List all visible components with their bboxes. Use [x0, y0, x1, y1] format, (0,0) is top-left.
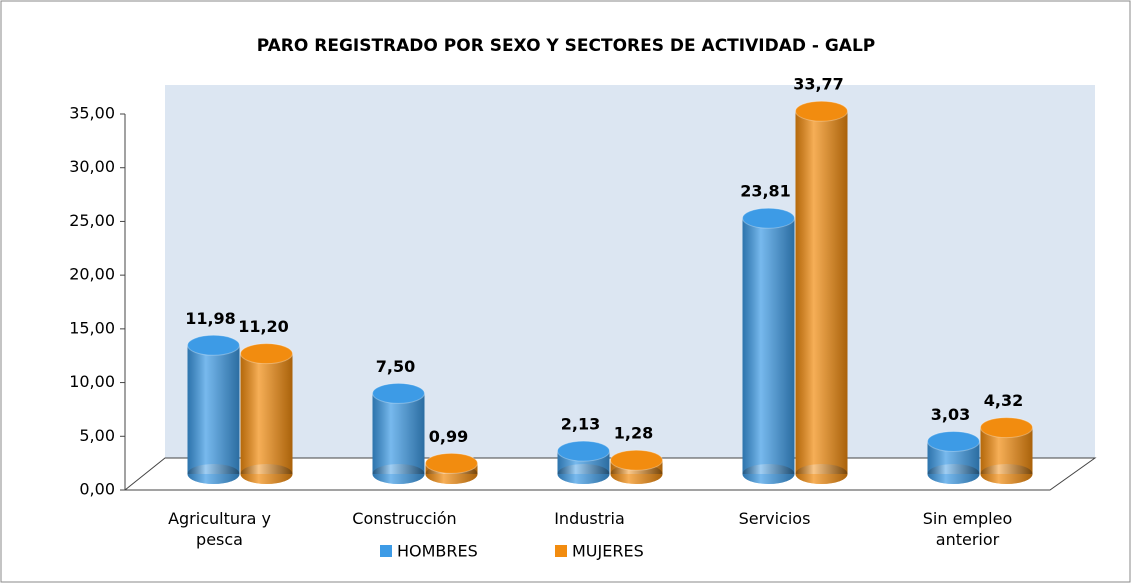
legend-swatch: [555, 545, 567, 557]
data-label: 33,77: [793, 75, 844, 94]
x-tick-label: Agricultura y pesca: [168, 509, 271, 549]
bar: [742, 207, 795, 484]
y-tick-label: 25,00: [69, 211, 115, 230]
back-wall: [165, 85, 1095, 458]
bar-body-shade: [372, 393, 425, 474]
data-label: 3,03: [931, 405, 970, 424]
bar: [927, 430, 980, 484]
bar: [980, 417, 1033, 484]
bar: [425, 452, 478, 484]
bar-top: [372, 382, 425, 404]
y-tick-label: 5,00: [79, 426, 115, 445]
x-tick-label: Servicios: [738, 509, 811, 528]
bar-top: [610, 449, 663, 471]
bar: [610, 449, 663, 484]
bar-top: [742, 207, 795, 229]
data-label: 1,28: [614, 424, 653, 443]
data-label: 11,98: [185, 309, 236, 328]
bar-body-shade: [187, 345, 240, 474]
bar-body-shade: [795, 111, 848, 474]
floor: [123, 457, 1097, 491]
bar-body-shade: [240, 353, 293, 474]
data-label: 2,13: [561, 415, 600, 434]
bar-top: [240, 343, 293, 365]
legend-label: MUJERES: [572, 542, 644, 561]
bar-body-shade: [742, 218, 795, 474]
bar: [557, 440, 610, 484]
x-tick-label: Construcción: [352, 509, 457, 528]
legend-swatch: [380, 545, 392, 557]
bar-top: [187, 334, 240, 356]
y-tick-label: 0,00: [79, 480, 115, 499]
data-label: 4,32: [984, 391, 1023, 410]
bar-top: [557, 440, 610, 462]
y-tick-label: 35,00: [69, 104, 115, 123]
data-label: 0,99: [429, 427, 468, 446]
legend-label: HOMBRES: [397, 542, 478, 561]
chart-title: PARO REGISTRADO POR SEXO Y SECTORES DE A…: [257, 36, 876, 56]
bar-top: [425, 452, 478, 474]
bar-top: [980, 417, 1033, 439]
bar: [240, 343, 293, 484]
x-tick-label: Sin empleo anterior: [922, 509, 1013, 549]
y-tick-label: 10,00: [69, 372, 115, 391]
data-label: 11,20: [238, 317, 289, 336]
x-tick-label: Industria: [554, 509, 625, 528]
y-tick-label: 20,00: [69, 265, 115, 284]
y-tick-label: 15,00: [69, 318, 115, 337]
data-label: 23,81: [740, 182, 791, 201]
bar: [372, 382, 425, 484]
y-tick-label: 30,00: [69, 157, 115, 176]
bar-top: [795, 100, 848, 122]
bar: [187, 334, 240, 484]
data-label: 7,50: [376, 357, 415, 376]
bar-top: [927, 430, 980, 452]
bar: [795, 100, 848, 484]
